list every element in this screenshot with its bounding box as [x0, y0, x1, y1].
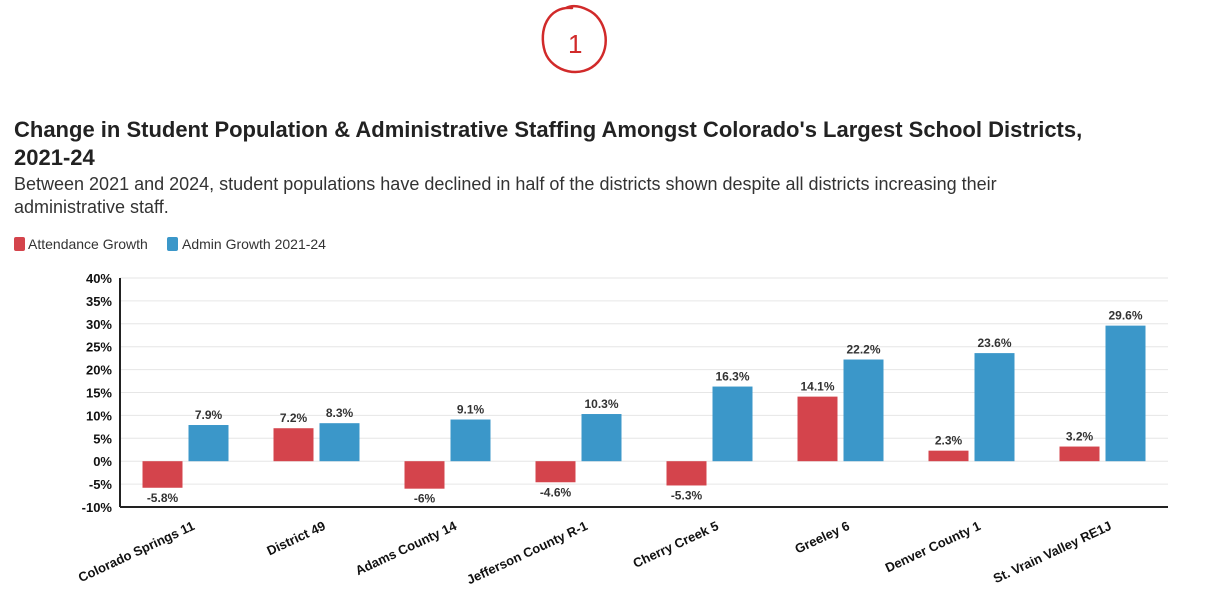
chart-title-line2: 2021-24	[14, 145, 96, 170]
y-tick-label: 0%	[93, 454, 112, 469]
legend-label-admin: Admin Growth 2021-24	[182, 236, 326, 252]
y-tick-label: 40%	[86, 271, 112, 286]
bar	[797, 396, 838, 462]
data-label: -6%	[414, 492, 436, 506]
y-tick-label: 30%	[86, 317, 112, 332]
bar	[1105, 325, 1146, 462]
x-axis-categories: Colorado Springs 11 District 49 Adams Coun…	[76, 518, 1114, 587]
axes	[119, 278, 1168, 508]
bar	[319, 423, 360, 462]
data-label: 16.3%	[715, 370, 749, 384]
bar	[142, 461, 183, 488]
bar	[712, 386, 753, 462]
data-label: 9.1%	[457, 403, 485, 417]
data-label: 29.6%	[1108, 309, 1142, 323]
data-label: -5.8%	[147, 491, 179, 505]
y-tick-label: 15%	[86, 386, 112, 401]
legend-item-attendance: Attendance Growth	[14, 236, 148, 252]
legend-swatch-attendance	[14, 237, 25, 251]
y-tick-label: 5%	[93, 431, 112, 446]
data-label: 10.3%	[584, 397, 618, 411]
data-label: 23.6%	[977, 336, 1011, 350]
chart-subtitle-line2: administrative staff.	[14, 197, 169, 217]
bar	[535, 461, 576, 483]
bar	[843, 359, 884, 462]
x-category-label: Denver County 1	[883, 518, 983, 575]
y-tick-label: 20%	[86, 363, 112, 378]
bars	[142, 325, 1146, 489]
data-label: 3.2%	[1066, 430, 1094, 444]
y-axis-ticks: 40% 35% 30% 25% 20% 15% 10% 5% 0% -5% -10%	[82, 271, 113, 515]
data-label: -5.3%	[671, 488, 703, 502]
bar	[1059, 446, 1100, 462]
x-category-label: District 49	[264, 518, 327, 558]
data-label: 2.3%	[935, 434, 963, 448]
legend-label-attendance: Attendance Growth	[28, 236, 148, 252]
x-category-label: Greeley 6	[792, 518, 851, 556]
x-category-label: Jefferson County R-1	[464, 518, 589, 587]
data-label: 7.9%	[195, 408, 223, 422]
x-category-label: Colorado Springs 11	[76, 518, 197, 585]
bar	[273, 428, 314, 462]
annotation-number: 1	[568, 29, 582, 59]
data-label: 14.1%	[800, 380, 834, 394]
data-label: 8.3%	[326, 406, 354, 420]
bar	[450, 419, 491, 462]
y-tick-label: -10%	[82, 500, 113, 515]
circled-number-annotation: 1	[541, 5, 607, 74]
y-tick-label: 10%	[86, 408, 112, 423]
data-label: -4.6%	[540, 485, 572, 499]
x-category-label: Cherry Creek 5	[631, 518, 721, 571]
bar	[928, 450, 969, 462]
legend-swatch-admin	[167, 237, 178, 251]
chart-subtitle-line1: Between 2021 and 2024, student populatio…	[14, 174, 997, 194]
bar	[404, 461, 445, 489]
bar	[666, 461, 707, 486]
bar	[974, 353, 1015, 462]
bar	[581, 414, 622, 462]
bar	[188, 425, 229, 462]
y-tick-label: 25%	[86, 340, 112, 355]
legend: Attendance Growth Admin Growth 2021-24	[14, 236, 326, 252]
data-label: 7.2%	[280, 411, 308, 425]
legend-item-admin: Admin Growth 2021-24	[167, 236, 326, 252]
y-tick-label: 35%	[86, 294, 112, 309]
data-labels: -5.8% 7.9% 7.2% 8.3% -6% 9.1% -4.6% 10.3% -5.3% 1…	[147, 309, 1143, 506]
y-tick-label: -5%	[89, 477, 113, 492]
data-label: 22.2%	[846, 343, 880, 357]
chart-title-line1: Change in Student Population & Administr…	[14, 117, 1082, 142]
x-category-label: Adams County 14	[353, 518, 460, 578]
x-category-label: St. Vrain Valley RE1J	[991, 518, 1114, 586]
